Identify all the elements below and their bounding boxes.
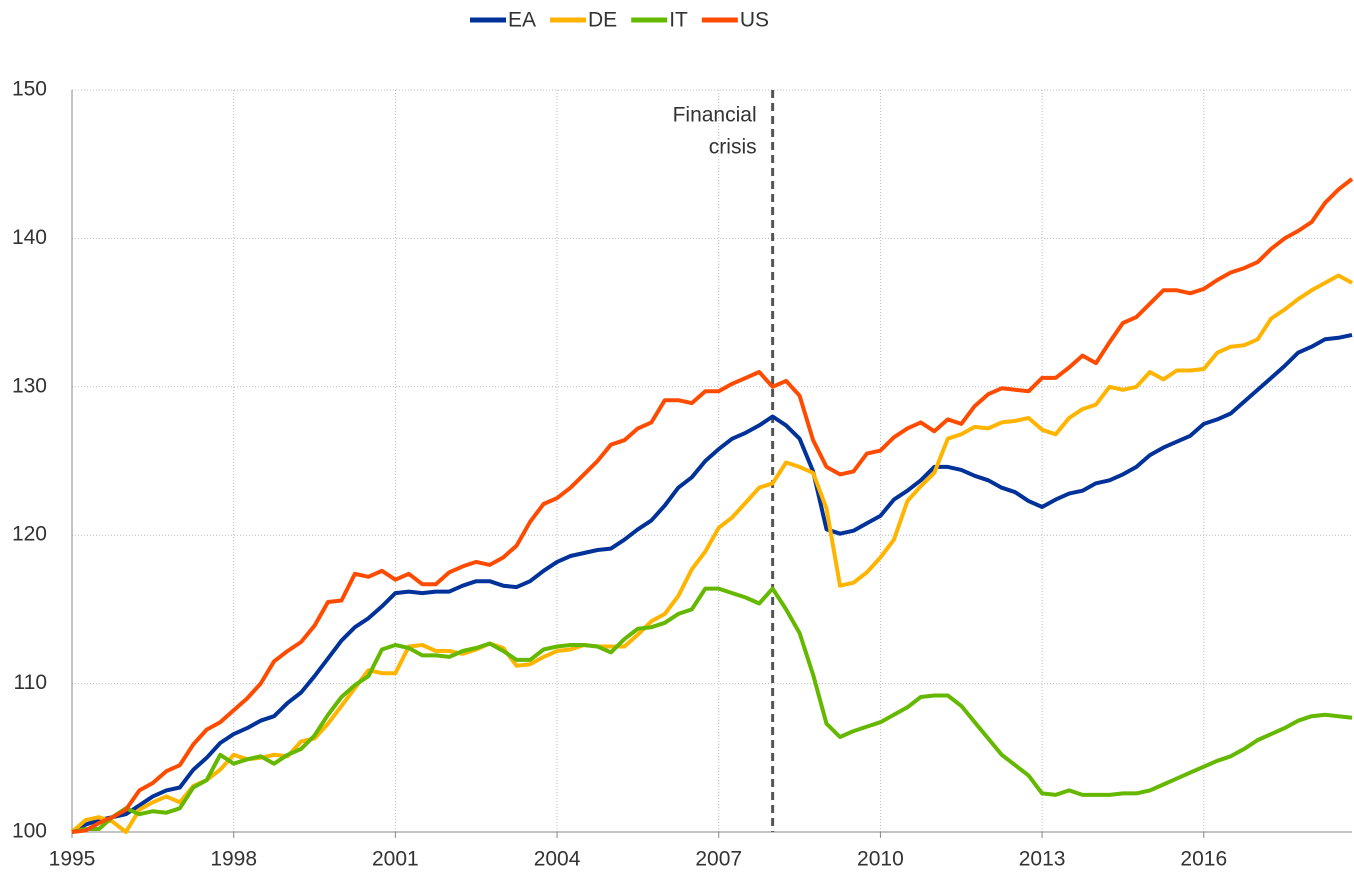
annotation: Financial: [673, 104, 757, 127]
y-tick-label: 110: [14, 671, 47, 694]
series-line: [71, 586, 1353, 834]
x-tick-label: 2010: [857, 848, 904, 871]
y-tick-label: 130: [12, 374, 47, 397]
y-tick-label: 100: [12, 820, 47, 843]
series-line: [70, 273, 1353, 834]
x-tick-label: 1995: [49, 848, 96, 871]
series-line: [71, 177, 1354, 834]
x-tick-label: 2007: [695, 848, 742, 871]
y-tick-label: 120: [12, 523, 47, 546]
annotation: crisis: [709, 136, 757, 159]
x-tick-label: 2001: [372, 848, 419, 871]
x-tick-label: 2013: [1019, 848, 1066, 871]
legend-label: DE: [588, 9, 617, 32]
x-tick-label: 2004: [534, 848, 581, 871]
legend-label: IT: [669, 9, 688, 32]
y-tick-label: 150: [12, 78, 47, 101]
legend-label: EA: [508, 9, 536, 32]
legend-label: US: [740, 9, 769, 32]
series-line: [71, 332, 1353, 834]
y-tick-label: 140: [12, 226, 47, 249]
x-tick-label: 1998: [210, 848, 257, 871]
x-tick-label: 2016: [1180, 848, 1227, 871]
